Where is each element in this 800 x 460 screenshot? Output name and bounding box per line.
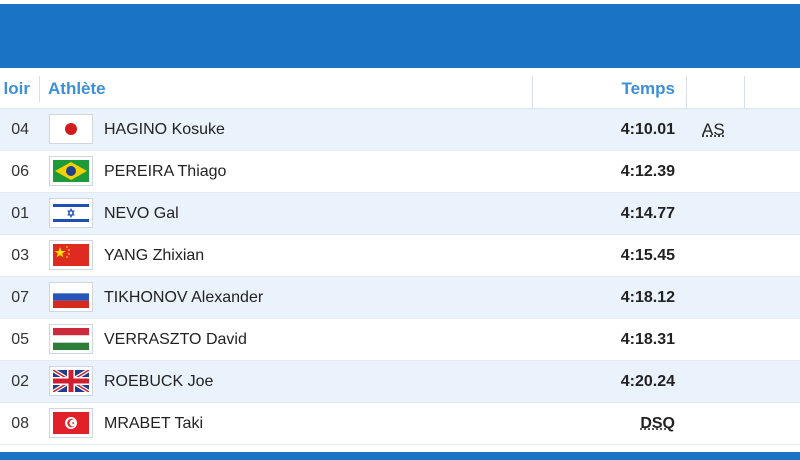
- hungary-flag-icon: [49, 324, 93, 354]
- record-note[interactable]: AS: [702, 120, 725, 139]
- race-time[interactable]: DSQ: [640, 415, 675, 432]
- athlete-name[interactable]: PEREIRA Thiago: [104, 163, 227, 180]
- lane-number: 07: [11, 289, 29, 306]
- athlete-name[interactable]: MRABET Taki: [104, 415, 203, 432]
- lane-column-header[interactable]: loir: [3, 79, 30, 98]
- israel-flag-icon: [49, 198, 93, 228]
- header-banner: [0, 0, 800, 68]
- column-divider: [39, 76, 40, 102]
- athlete-column-header[interactable]: Athlète: [48, 79, 106, 98]
- athlete-name[interactable]: NEVO Gal: [104, 205, 179, 222]
- athlete-name[interactable]: TIKHONOV Alexander: [104, 289, 264, 306]
- lane-number: 01: [11, 205, 29, 222]
- footer-bar: [0, 452, 800, 460]
- lane-number: 02: [11, 373, 29, 390]
- table-row[interactable]: 04 HAGINO Kosuke 4:10.01 AS: [0, 109, 800, 151]
- race-time: 4:15.45: [620, 247, 675, 264]
- race-time: 4:20.24: [620, 373, 675, 390]
- table-row[interactable]: 08 MRABET Taki DSQ: [0, 403, 800, 445]
- table-row[interactable]: 01 NEVO Gal 4:14.77: [0, 193, 800, 235]
- lane-number: 04: [11, 121, 29, 138]
- results-table-body: 04 HAGINO Kosuke 4:10.01 AS 06 PEREIRA Thiago…: [0, 109, 800, 445]
- lane-number: 06: [11, 163, 29, 180]
- athlete-name[interactable]: YANG Zhixian: [104, 247, 205, 264]
- race-time: 4:10.01: [620, 121, 675, 138]
- results-table-header: loir Athlète Temps: [0, 70, 800, 109]
- china-flag-icon: [49, 240, 93, 270]
- tunisia-flag-icon: [49, 408, 93, 438]
- race-time: 4:18.31: [620, 331, 675, 348]
- great-britain-flag-icon: [49, 366, 93, 396]
- race-time: 4:14.77: [620, 205, 675, 222]
- athlete-name[interactable]: VERRASZTO David: [104, 331, 247, 348]
- table-row[interactable]: 06 PEREIRA Thiago 4:12.39: [0, 151, 800, 193]
- time-column-header[interactable]: Temps: [621, 79, 675, 98]
- race-time: 4:12.39: [620, 163, 675, 180]
- russia-flag-icon: [49, 282, 93, 312]
- race-time: 4:18.12: [620, 289, 675, 306]
- lane-number: 05: [11, 331, 29, 348]
- japan-flag-icon: [49, 114, 93, 144]
- table-row[interactable]: 07 TIKHONOV Alexander 4:18.12: [0, 277, 800, 319]
- brazil-flag-icon: [49, 156, 93, 186]
- table-row[interactable]: 02 ROEBUCK Joe 4:20.24: [0, 361, 800, 403]
- lane-number: 03: [11, 247, 29, 264]
- athlete-name[interactable]: HAGINO Kosuke: [104, 121, 225, 138]
- athlete-name[interactable]: ROEBUCK Joe: [104, 373, 214, 390]
- table-row[interactable]: 05 VERRASZTO David 4:18.31: [0, 319, 800, 361]
- table-row[interactable]: 03 YANG Zhixian 4:15.45: [0, 235, 800, 277]
- lane-number: 08: [11, 415, 29, 432]
